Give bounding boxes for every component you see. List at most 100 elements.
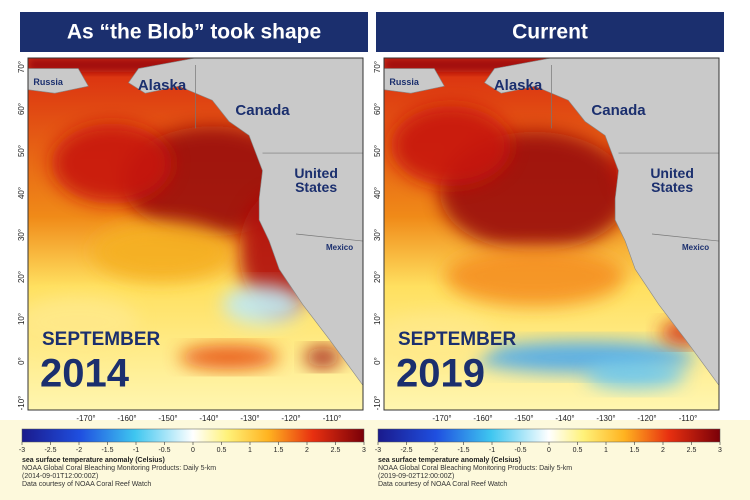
lat-label: 30°: [17, 229, 26, 241]
map: [28, 58, 363, 410]
year-label: 2019: [396, 352, 485, 396]
year-label: 2014: [40, 352, 130, 396]
lon-label: -130°: [596, 414, 615, 423]
land: [28, 68, 89, 94]
place-label: States: [651, 179, 693, 195]
land: [484, 58, 719, 386]
date-note: (2014-09-01T12:00:00Z): [22, 473, 98, 480]
place-label: Canada: [235, 102, 290, 119]
colorbar-tick-label: 3: [362, 447, 366, 454]
anomaly-patch: [384, 314, 495, 365]
panel-header: [20, 12, 368, 52]
colorbar-tick-label: 2: [305, 447, 309, 454]
colorbar-tick-label: -1: [489, 447, 495, 454]
product-note: NOAA Global Coral Bleaching Monitoring P…: [378, 465, 572, 472]
anomaly-patch: [222, 284, 303, 325]
place-label: Alaska: [494, 77, 543, 94]
lat-label: -10°: [17, 396, 26, 411]
lat-label: 50°: [373, 145, 382, 157]
colorbar-tick-label: -2: [76, 447, 82, 454]
anomaly-patch: [28, 297, 139, 347]
colorbar: [21, 428, 365, 443]
colorbar: [377, 428, 721, 443]
lat-label: 20°: [373, 271, 382, 283]
colorbar-title: sea surface temperature anomaly (Celsius…: [378, 457, 521, 464]
colorbar-tick-label: 2.5: [331, 447, 341, 454]
anomaly-patch: [92, 221, 232, 282]
colorbar-tick-label: -0.5: [158, 447, 170, 454]
lon-label: -150°: [514, 414, 533, 423]
lon-label: -120°: [637, 414, 656, 423]
lon-label: -160°: [117, 414, 136, 423]
lat-label: 0°: [373, 357, 382, 365]
place-label: United: [650, 165, 694, 181]
colorbar-tick-label: -0.5: [514, 447, 526, 454]
colorbar-tick-label: -2.5: [400, 447, 412, 454]
lon-label: -110°: [679, 414, 698, 423]
place-label: Russia: [33, 77, 64, 87]
panel-title: Current: [512, 21, 588, 44]
colorbar-tick-label: -3: [375, 447, 381, 454]
lat-label: 70°: [17, 61, 26, 73]
panel-header: [376, 12, 724, 52]
lat-label: 0°: [17, 357, 26, 365]
place-label: Alaska: [138, 77, 187, 94]
place-label: Mexico: [682, 243, 709, 252]
land: [384, 68, 445, 94]
month-label: SEPTEMBER: [398, 329, 517, 350]
land: [128, 58, 363, 386]
colorbar-title: sea surface temperature anomaly (Celsius…: [22, 457, 165, 464]
panel-title: As “the Blob” took shape: [67, 21, 321, 44]
lat-label: 40°: [17, 187, 26, 199]
lon-label: -160°: [473, 414, 492, 423]
credit-note: Data courtesy of NOAA Coral Reef Watch: [22, 481, 151, 488]
lon-label: -120°: [281, 414, 300, 423]
colorbar-tick-label: -1.5: [101, 447, 113, 454]
colorbar-tick-label: -1.5: [457, 447, 469, 454]
lon-label: -110°: [323, 414, 342, 423]
lon-label: -170°: [432, 414, 451, 423]
colorbar-tick-label: 2: [661, 447, 665, 454]
colorbar-tick-label: -3: [19, 447, 25, 454]
colorbar-tick-label: -2: [432, 447, 438, 454]
colorbar-tick-label: 3: [718, 447, 722, 454]
lat-label: 60°: [373, 103, 382, 115]
border: [295, 233, 363, 242]
credit-note: Data courtesy of NOAA Coral Reef Watch: [378, 481, 507, 488]
anomaly-patch: [444, 246, 625, 307]
lon-label: -140°: [199, 414, 218, 423]
panel: As “the Blob” took shape Russia Alaska Cana…: [17, 12, 368, 488]
place-label: United: [294, 165, 338, 181]
lon-label: -130°: [240, 414, 259, 423]
lon-label: -170°: [76, 414, 95, 423]
place-label: Canada: [591, 102, 646, 119]
product-note: NOAA Global Coral Bleaching Monitoring P…: [22, 465, 216, 472]
month-label: SEPTEMBER: [42, 329, 161, 350]
lon-label: -140°: [555, 414, 574, 423]
colorbar-tick-label: 1.5: [274, 447, 284, 454]
lat-label: 10°: [373, 313, 382, 325]
map-frame: [27, 57, 364, 411]
colorbar-tick-label: 1.5: [630, 447, 640, 454]
colorbar-tick-label: -2.5: [44, 447, 56, 454]
place-label: Mexico: [326, 243, 353, 252]
lat-label: 70°: [373, 61, 382, 73]
map-frame: [383, 57, 720, 411]
lon-label: -150°: [158, 414, 177, 423]
lat-label: -10°: [373, 396, 382, 411]
lat-label: 50°: [17, 145, 26, 157]
lat-label: 60°: [17, 103, 26, 115]
anomaly-patch: [304, 347, 341, 368]
lat-label: 30°: [373, 229, 382, 241]
map: [384, 58, 719, 410]
colorbar-tick-label: 0.5: [573, 447, 583, 454]
anomaly-patch: [585, 360, 686, 389]
lat-label: 40°: [373, 187, 382, 199]
colorbar-tick-label: 0.5: [217, 447, 227, 454]
colorbar-tick-label: 2.5: [687, 447, 697, 454]
colorbar-tick-label: 1: [604, 447, 608, 454]
colorbar-tick-label: 0: [547, 447, 551, 454]
anomaly-patch: [391, 106, 511, 186]
